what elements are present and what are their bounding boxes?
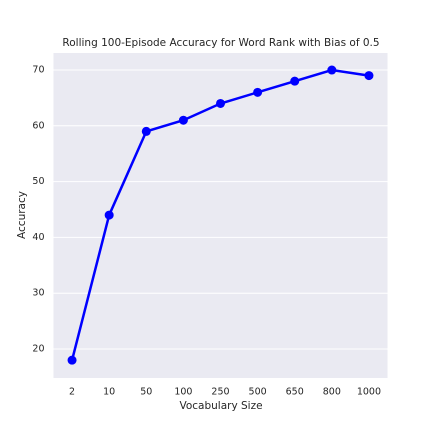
data-point xyxy=(141,126,151,136)
x-tick-label: 10 xyxy=(103,387,115,398)
x-tick-label: 1000 xyxy=(357,387,381,398)
y-tick-label: 50 xyxy=(32,176,44,187)
x-tick-label: 650 xyxy=(286,387,304,398)
data-point xyxy=(327,65,337,75)
data-point xyxy=(216,98,225,108)
data-point xyxy=(253,87,263,97)
y-tick-label: 20 xyxy=(32,343,44,354)
x-tick-label: 100 xyxy=(174,387,192,398)
y-tick-label: 40 xyxy=(32,232,44,243)
y-axis-label: Accuracy xyxy=(16,191,28,239)
y-tick-label: 30 xyxy=(32,288,44,299)
chart-title: Rolling 100-Episode Accuracy for Word Ra… xyxy=(62,37,379,49)
x-tick-label: 50 xyxy=(140,387,152,398)
y-tick-label: 70 xyxy=(32,65,44,76)
data-point xyxy=(104,210,114,220)
y-tick-label: 60 xyxy=(32,120,44,131)
x-tick-label: 2 xyxy=(69,387,75,398)
data-point xyxy=(67,355,77,365)
x-tick-label: 500 xyxy=(249,387,267,398)
data-point xyxy=(178,115,188,125)
x-tick-label: 250 xyxy=(211,387,229,398)
x-axis-label: Vocabulary Size xyxy=(179,400,262,412)
data-point xyxy=(364,71,374,81)
x-tick-label: 800 xyxy=(323,387,341,398)
data-point xyxy=(290,76,300,86)
